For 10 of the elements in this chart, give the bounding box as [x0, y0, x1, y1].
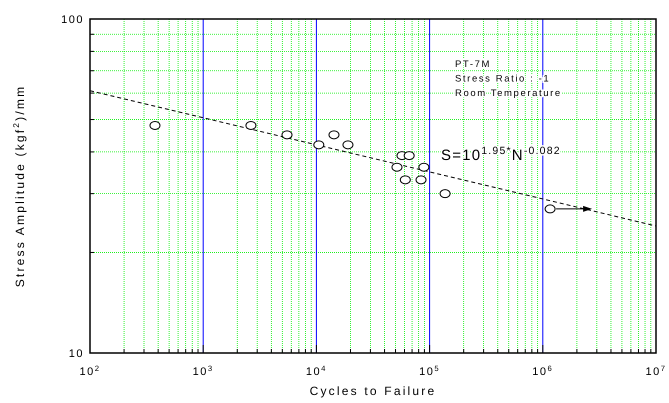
y-tick-label: 100 — [61, 14, 84, 26]
x-axis-title: Cycles to Failure — [310, 384, 436, 398]
x-tick-label: 10$^{5}$ — [419, 364, 440, 378]
x-tick-label: 10$^{3}$ — [192, 364, 214, 378]
x-tick-label: 10$^{6}$ — [532, 364, 554, 378]
x-tick-label: 10$^{4}$ — [306, 364, 327, 378]
x-tick-label: 10$^{7}$ — [645, 364, 667, 378]
x-tick-label: 10$^{2}$ — [79, 364, 101, 378]
annotation: PT-7M — [455, 59, 491, 70]
y-tick-label: 10 — [68, 348, 84, 360]
